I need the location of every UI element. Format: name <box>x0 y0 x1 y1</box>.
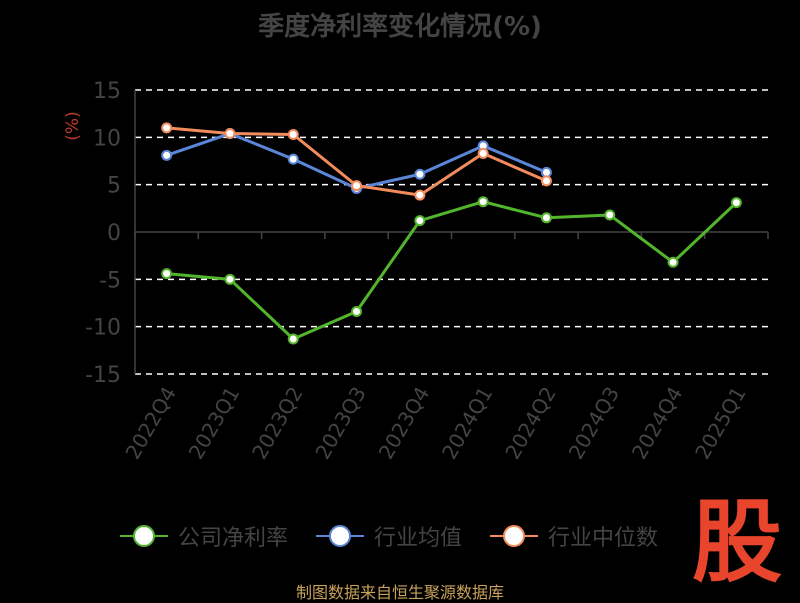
legend: 公司净利率 行业均值 行业中位数 <box>120 520 658 552</box>
data-point-series-1 <box>161 149 173 161</box>
x-tick-label: 2023Q1 <box>184 383 244 464</box>
x-tick-label: 2023Q4 <box>374 383 434 464</box>
chart-title: 季度净利率变化情况(%) <box>258 12 542 42</box>
y-axis-label: (%) <box>63 111 83 140</box>
y-tick-label: 0 <box>107 221 121 246</box>
data-point-series-2 <box>540 175 552 187</box>
data-point-series-0 <box>667 256 679 268</box>
data-point-series-2 <box>351 180 363 192</box>
x-tick-label: 2024Q3 <box>564 383 624 464</box>
y-tick-label: -5 <box>99 268 121 293</box>
data-point-series-0 <box>161 268 173 280</box>
data-point-series-2 <box>161 122 173 134</box>
legend-marker-industry-median <box>490 525 539 547</box>
legend-item-industry-mean[interactable]: 行业均值 <box>316 520 462 552</box>
legend-marker-industry-mean <box>316 525 365 547</box>
x-tick-label: 2025Q1 <box>690 383 750 464</box>
data-point-series-0 <box>604 209 616 221</box>
data-point-series-2 <box>477 147 489 159</box>
y-tick-label: 10 <box>93 126 121 151</box>
legend-item-company[interactable]: 公司净利率 <box>120 520 288 552</box>
data-point-series-2 <box>224 128 236 140</box>
y-tick-label: -15 <box>85 363 121 388</box>
data-point-series-0 <box>351 306 363 318</box>
legend-label-industry-mean: 行业均值 <box>374 526 463 551</box>
legend-label-industry-median: 行业中位数 <box>548 526 659 551</box>
y-tick-label: -10 <box>85 316 121 341</box>
x-tick-label: 2024Q4 <box>627 383 687 464</box>
y-tick-label: 5 <box>107 174 121 199</box>
data-point-series-2 <box>287 128 299 140</box>
legend-label-company: 公司净利率 <box>178 526 289 551</box>
data-point-series-1 <box>414 168 426 180</box>
x-tick-label: 2024Q2 <box>500 383 560 464</box>
data-point-series-0 <box>540 212 552 224</box>
x-tick-label: 2022Q4 <box>121 383 181 464</box>
x-tick-label: 2024Q1 <box>437 383 497 464</box>
data-point-series-0 <box>477 196 489 208</box>
x-tick-label: 2023Q2 <box>247 383 307 464</box>
series-line-0 <box>166 200 738 341</box>
data-point-series-0 <box>287 333 299 345</box>
legend-marker-company <box>120 525 168 547</box>
data-point-series-1 <box>287 153 299 165</box>
data-point-series-2 <box>414 189 426 201</box>
legend-item-industry-median[interactable]: 行业中位数 <box>490 520 658 552</box>
source-note: 制图数据来自恒生聚源数据库 <box>295 583 504 602</box>
data-point-series-0 <box>730 197 742 209</box>
data-point-series-0 <box>224 273 236 285</box>
y-tick-label: 15 <box>93 79 121 104</box>
data-point-series-0 <box>414 215 426 227</box>
x-tick-label: 2023Q3 <box>310 383 370 464</box>
logo: 股 <box>692 490 782 595</box>
